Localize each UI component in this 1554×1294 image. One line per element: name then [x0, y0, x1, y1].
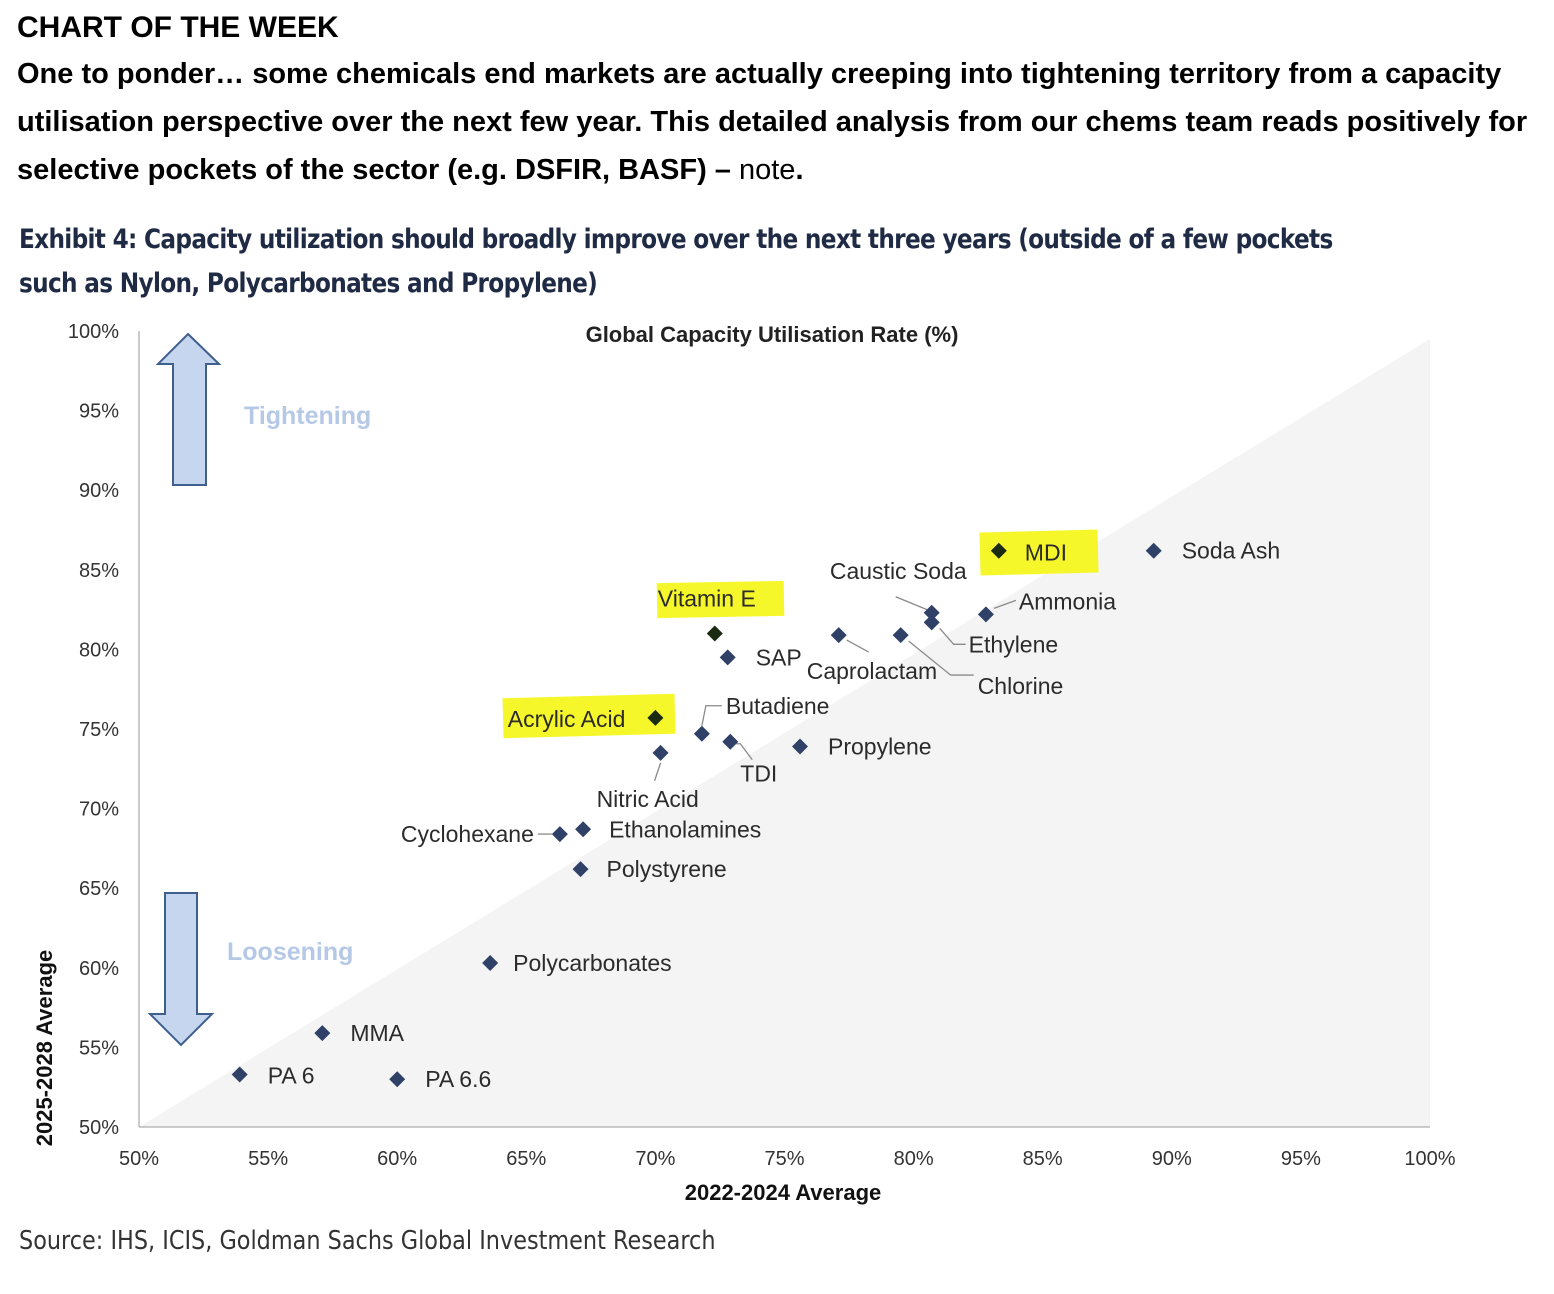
data-labels: MDI Soda Ash Caustic Soda Ammonia Ethylene Ch… [268, 538, 1280, 1093]
loosening-region [139, 339, 1430, 1127]
leader-line-ethylene [939, 627, 966, 645]
point-ammonia [977, 606, 994, 623]
leader-line-nitric-acid [653, 762, 662, 782]
leader-line-ammonia [993, 599, 1017, 609]
kicker-heading: CHART OF THE WEEK [17, 11, 339, 44]
annotation-label-up: Tightening [244, 402, 371, 430]
y-axis-label: 2025-2028 Average [32, 950, 57, 1147]
x-tick-label: 90% [1152, 1148, 1192, 1170]
y-tick-label: 85% [79, 560, 119, 582]
point-chlorine [892, 627, 909, 644]
label-ethylene: Ethylene [969, 631, 1059, 657]
label-chlorine: Chlorine [978, 673, 1064, 699]
point-cyclohexane [551, 826, 568, 843]
y-tick-label: 70% [79, 799, 119, 821]
label-caustic-soda: Caustic Soda [830, 558, 967, 584]
chart-title: Global Capacity Utilisation Rate (%) [586, 322, 959, 347]
label-soda-ash: Soda Ash [1182, 538, 1280, 564]
label-polystyrene: Polystyrene [607, 856, 727, 882]
label-vitamin-e: Vitamin E [658, 585, 756, 611]
point-mma [314, 1025, 331, 1042]
x-tick-label: 50% [119, 1148, 159, 1170]
label-ammonia: Ammonia [1019, 588, 1116, 614]
label-mdi: MDI [1025, 540, 1067, 566]
y-tick-label: 90% [79, 480, 119, 502]
point-propylene [791, 738, 808, 755]
label-tdi: TDI [740, 761, 777, 787]
source-note: Source: IHS, ICIS, Goldman Sachs Global … [19, 1226, 716, 1256]
data-points [231, 542, 1162, 1088]
y-tick-label: 100% [68, 321, 119, 343]
label-pa-6: PA 6 [268, 1062, 315, 1088]
highlight-vitamin-e [656, 580, 785, 619]
chart-annotations: Tightening Loosening [147, 332, 371, 1047]
highlight-acrylic-acid [502, 693, 676, 739]
leader-line-caustic-soda [895, 596, 930, 612]
x-axis-label: 2022-2024 Average [685, 1180, 882, 1205]
point-pa-6-6 [389, 1071, 406, 1088]
leader-line-caprolactam [846, 639, 870, 653]
loosening-arrow-icon [147, 892, 215, 1047]
label-mma: MMA [350, 1020, 404, 1046]
point-caustic-soda [923, 604, 940, 621]
x-tick-label: 95% [1281, 1148, 1321, 1170]
point-pa-6 [231, 1066, 248, 1083]
x-tick-label: 100% [1404, 1148, 1455, 1170]
intro-text: One to ponder… some chemicals end market… [17, 58, 1528, 186]
label-propylene: Propylene [828, 734, 932, 760]
label-nitric-acid: Nitric Acid [597, 786, 699, 812]
point-caprolactam [830, 627, 847, 644]
label-acrylic-acid: Acrylic Acid [508, 706, 626, 732]
point-vitamin-e [706, 625, 723, 642]
point-nitric-acid [652, 744, 669, 761]
header: CHART OF THE WEEK One to ponder… some ch… [17, 8, 1537, 194]
y-tick-label: 95% [79, 401, 119, 423]
tightening-arrow-icon [155, 332, 222, 486]
label-caprolactam: Caprolactam [807, 658, 937, 684]
label-butadiene: Butadiene [726, 693, 830, 719]
label-highlights [502, 529, 1099, 739]
annotation-label-down: Loosening [227, 938, 353, 966]
y-tick-label: 55% [79, 1037, 119, 1059]
intro-end: . [795, 154, 804, 186]
point-ethanolamines [575, 821, 592, 838]
leader-line-butadiene [701, 705, 722, 726]
intro-paragraph: One to ponder… some chemicals end market… [17, 50, 1537, 194]
exhibit-title: Exhibit 4: Capacity utilization should b… [19, 218, 1333, 306]
label-polycarbonates: Polycarbonates [513, 950, 672, 976]
y-tick-label: 75% [79, 719, 119, 741]
x-tick-label: 80% [894, 1148, 934, 1170]
label-sap: SAP [756, 644, 802, 670]
x-tick-label: 75% [764, 1148, 804, 1170]
point-polystyrene [572, 861, 589, 878]
point-ethylene [923, 614, 940, 631]
scatter-chart: Tightening Loosening 50% 55% 60% 65% 70% 75% 80… [32, 321, 1456, 1205]
label-ethanolamines: Ethanolamines [609, 816, 761, 842]
chart-background [139, 339, 1430, 1127]
point-sap [719, 649, 736, 666]
x-tick-label: 60% [377, 1148, 417, 1170]
label-pa-6-6: PA 6.6 [425, 1066, 491, 1092]
y-tick-label: 65% [79, 878, 119, 900]
point-tdi [722, 733, 739, 750]
y-tick-label: 60% [79, 958, 119, 980]
chart-axes: 50% 55% 60% 65% 70% 75% 80% 85% 90% 95% 100% 50% 55%… [68, 321, 1456, 1170]
label-cyclohexane: Cyclohexane [401, 821, 534, 847]
point-polycarbonates [482, 955, 499, 972]
x-tick-label: 85% [1023, 1148, 1063, 1170]
x-tick-label: 65% [506, 1148, 546, 1170]
exhibit-title-line-1: Exhibit 4: Capacity utilization should b… [19, 224, 1333, 255]
x-tick-label: 55% [248, 1148, 288, 1170]
x-tick-label: 70% [635, 1148, 675, 1170]
highlight-mdi [979, 529, 1099, 576]
y-tick-label: 80% [79, 639, 119, 661]
leader-line-chlorine [908, 640, 974, 676]
y-tick-label: 50% [79, 1117, 119, 1139]
point-butadiene [693, 725, 710, 742]
exhibit-title-line-2: such as Nylon, Polycarbonates and Propyl… [19, 268, 598, 299]
note-link[interactable]: note [738, 154, 796, 186]
point-acrylic-acid [647, 709, 664, 726]
